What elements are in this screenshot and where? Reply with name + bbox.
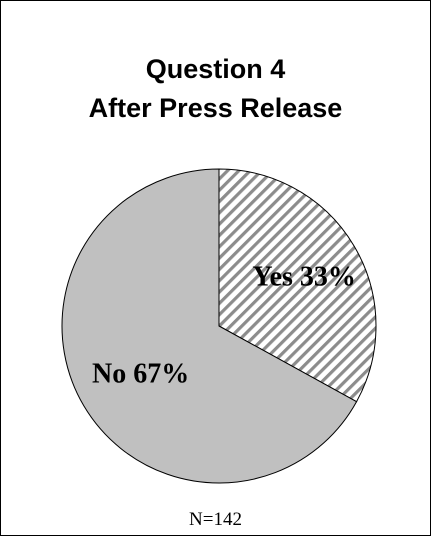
pie-label-yes: Yes 33% (252, 262, 355, 293)
pie-slice-no (61, 168, 358, 484)
chart-title: Question 4 After Press Release (0, 50, 431, 128)
pie-slice-yes (218, 168, 377, 403)
pie-label-no: No 67% (92, 358, 189, 389)
chart-title-line-2: After Press Release (88, 93, 343, 123)
chart-title-line-1: Question 4 (145, 54, 286, 84)
sample-size-note: N=142 (189, 509, 242, 530)
